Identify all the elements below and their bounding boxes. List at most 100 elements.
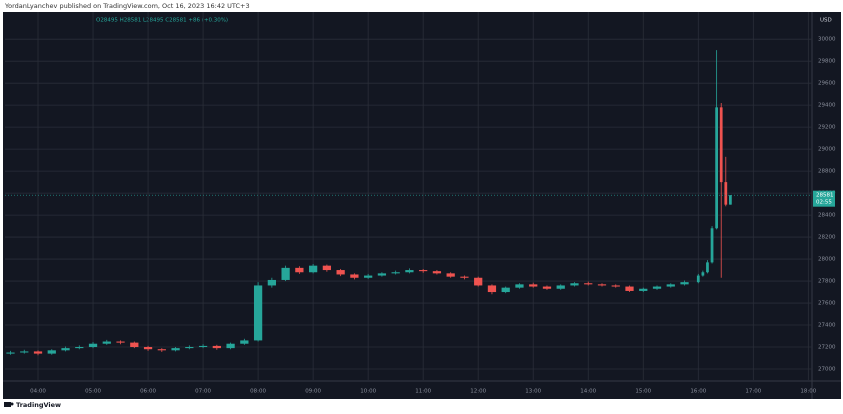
y-tick-label: 29400 (818, 103, 836, 109)
candle-body (639, 288, 648, 291)
candle-body (432, 271, 442, 274)
candle-body (253, 285, 263, 341)
x-tick-label: 05:00 (85, 389, 101, 395)
y-tick-label: 29200 (818, 125, 836, 131)
candle-body (116, 341, 125, 343)
last-price-tag (813, 190, 835, 207)
candle-body (405, 270, 414, 273)
x-tick-label: 11:00 (415, 389, 431, 395)
candle-body (226, 343, 235, 349)
x-tick-label: 08:00 (250, 389, 266, 395)
candle-body (88, 343, 98, 348)
y-tick-label: 30000 (818, 37, 836, 43)
candle-body (652, 286, 662, 289)
candle-body (611, 285, 620, 287)
candle-body (336, 270, 345, 275)
y-axis-label: USD (820, 18, 832, 24)
countdown: 02:55 (816, 200, 832, 206)
candle-body (143, 347, 153, 350)
candle-body (719, 107, 723, 183)
y-tick-label: 27800 (818, 279, 836, 285)
footer-logo (4, 402, 14, 407)
y-tick-label: 27200 (818, 345, 836, 351)
candle-body (474, 277, 483, 286)
candle-body (597, 284, 607, 286)
candle-body (281, 267, 290, 280)
candle-body (515, 284, 524, 288)
candle-body (377, 273, 387, 276)
candle-body (696, 275, 700, 283)
candle-body (584, 283, 593, 285)
y-tick-label: 28400 (818, 213, 836, 219)
plot: 27000 27200 27400 27600 27800 28000 28200 28400… (5, 12, 836, 395)
candle-body (529, 284, 538, 287)
x-tick-label: 07:00 (195, 389, 211, 395)
candle-body (570, 283, 579, 286)
candle-body (625, 286, 634, 291)
candle-body (487, 285, 497, 293)
y-tick-label: 27000 (818, 367, 836, 373)
x-tick-label: 15:00 (635, 389, 651, 395)
x-tick-label: 09:00 (305, 389, 321, 395)
header: YordanLyanchev published on TradingView.… (4, 2, 250, 10)
candle-body (446, 273, 455, 277)
x-tick-label: 06:00 (140, 389, 156, 395)
legend-text: O28495 H28581 L28495 C28581 +86 (+0.30%) (96, 18, 228, 24)
candle-body (130, 342, 139, 348)
candle-body (729, 195, 732, 205)
candle-body (157, 349, 166, 351)
y-tick-label: 27400 (818, 323, 836, 329)
candle-body (710, 228, 714, 263)
candle-body (680, 282, 689, 285)
chart-background (3, 12, 841, 399)
candle-body (198, 345, 208, 348)
x-tick-label: 04:00 (30, 389, 46, 395)
candle-body (61, 348, 70, 351)
candle-body (20, 351, 29, 353)
candle-body (171, 348, 180, 351)
candle-body (102, 341, 111, 344)
candle-body (322, 265, 332, 271)
y-tick-label: 28000 (818, 257, 836, 263)
candle-body (47, 350, 56, 354)
candle-body (666, 284, 675, 287)
y-tick-label: 29600 (818, 81, 836, 87)
candle-body (391, 272, 400, 274)
candle-body (240, 340, 249, 344)
candle-body (419, 270, 428, 272)
x-tick-label: 18:00 (800, 389, 816, 395)
candle-body (350, 274, 359, 278)
candle-body (6, 352, 15, 354)
x-tick-label: 17:00 (745, 389, 761, 395)
candle-body (364, 275, 373, 278)
x-tick-label: 10:00 (360, 389, 376, 395)
y-tick-label: 29800 (818, 59, 836, 65)
y-tick-label: 28200 (818, 235, 836, 241)
candle-body (460, 276, 469, 278)
x-tick-label: 12:00 (470, 389, 486, 395)
candle-body (309, 265, 318, 273)
x-tick-label: 13:00 (525, 389, 541, 395)
x-tick-label: 14:00 (580, 389, 596, 395)
candle-body (724, 182, 728, 205)
candle-body (706, 262, 709, 273)
y-tick-label: 27600 (818, 301, 836, 307)
candle-body (715, 107, 719, 229)
candle-body (212, 345, 221, 349)
candle-body (501, 287, 510, 293)
footer: TradingView (16, 401, 61, 409)
x-tick-label: 16:00 (690, 389, 706, 395)
y-tick-label: 28800 (818, 169, 836, 175)
candle-body (75, 347, 84, 349)
last-price-label: 28581 (816, 193, 834, 199)
candle-body (542, 286, 552, 289)
candle-body (33, 351, 43, 354)
candle-body (556, 285, 565, 289)
y-tick-label: 29000 (818, 147, 836, 153)
candle-body (185, 347, 194, 349)
candle-body (701, 272, 705, 276)
candle-body (295, 267, 304, 273)
candle-body (267, 279, 276, 286)
